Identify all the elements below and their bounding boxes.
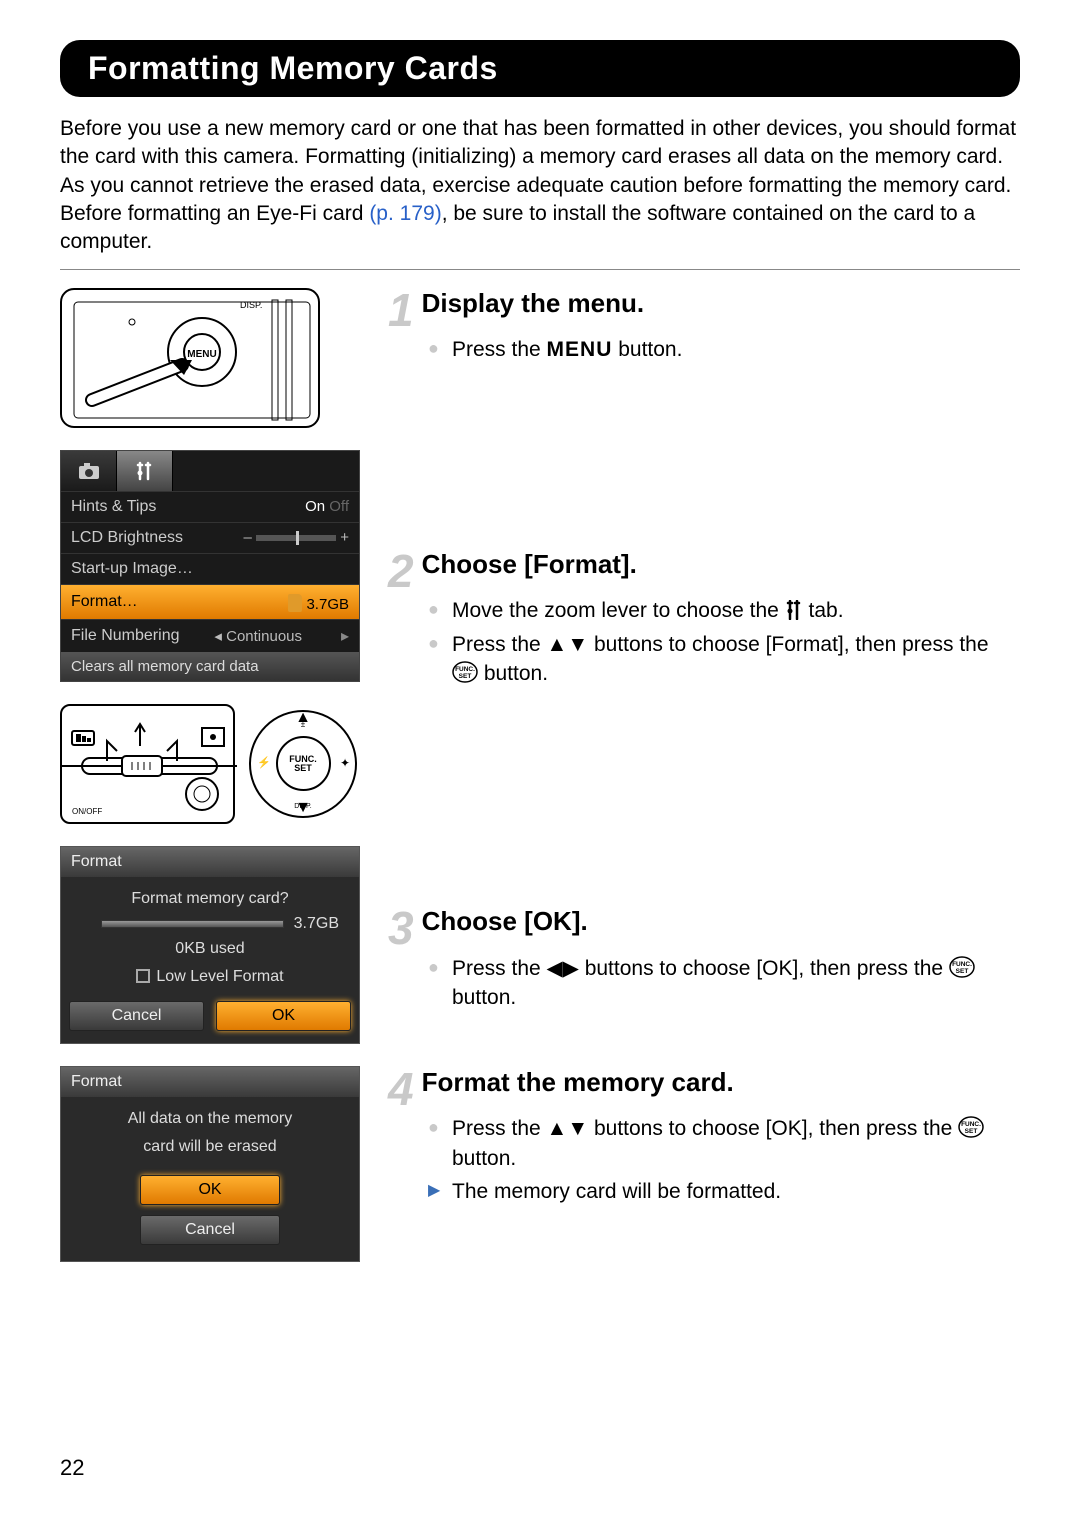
func-set-button-icon: FUNC.SET	[276, 736, 331, 791]
control-wheel-illustration: ▲ FUNC.SET ▼ ⚡ ✦ ± DISP.	[249, 710, 357, 818]
svg-text:MENU: MENU	[187, 349, 216, 360]
tools-tab-icon	[785, 600, 803, 620]
svg-text:FUNC.: FUNC.	[952, 961, 972, 968]
intro-text-1: Before you use a new memory card or one …	[60, 117, 1016, 197]
disp-label: DISP.	[294, 803, 311, 810]
menu-tab-camera[interactable]	[61, 451, 117, 491]
svg-text:ON/OFF: ON/OFF	[72, 807, 102, 816]
bullet-item: Press the MENU button.	[428, 335, 1020, 364]
svg-text:SET: SET	[459, 673, 472, 680]
step-title: Display the menu.	[422, 288, 645, 319]
step-1-bullets: Press the MENU button.	[428, 335, 1020, 364]
menu-row-hints[interactable]: Hints & Tips On Off	[61, 491, 359, 522]
menu-label: File Numbering	[71, 627, 179, 645]
step-2-header: 2 Choose [Format].	[388, 549, 1020, 588]
page-title: Formatting Memory Cards	[88, 50, 992, 87]
dialog-used: 0KB used	[61, 935, 359, 963]
menu-label: Format…	[71, 593, 138, 611]
exposure-icon: ±	[301, 720, 305, 729]
up-down-icon: ▲▼	[547, 633, 589, 656]
left-right-icon: ◀▶	[547, 957, 579, 980]
dialog-size-bar: 3.7GB	[61, 913, 359, 935]
menu-value: 3.7GB	[288, 591, 349, 613]
content-columns: MENU DISP.	[60, 288, 1020, 1262]
dialog-warn-1: All data on the memory	[61, 1105, 359, 1133]
func-set-icon: FUNC.SET	[452, 661, 478, 683]
cancel-button[interactable]: Cancel	[140, 1215, 280, 1245]
menu-value: ◂ Continuous	[214, 627, 302, 645]
menu-label: Start-up Image…	[71, 560, 193, 578]
svg-text:SET: SET	[956, 968, 969, 975]
bullet-item: Move the zoom lever to choose the tab.	[428, 596, 1020, 625]
format-dialog-1: Format Format memory card? 3.7GB 0KB use…	[60, 846, 360, 1044]
step-number: 1	[388, 291, 414, 330]
format-dialog-2: Format All data on the memory card will …	[60, 1066, 360, 1262]
bullet-item: Press the ▲▼ buttons to choose [OK], the…	[428, 1114, 1020, 1173]
dialog-warn-2: card will be erased	[61, 1133, 359, 1161]
intro-text-2a: Before formatting an Eye-Fi card	[60, 202, 369, 225]
dialog-size-value: 3.7GB	[294, 915, 339, 933]
menu-label: Hints & Tips	[71, 498, 156, 516]
svg-text:SET: SET	[965, 1128, 978, 1135]
menu-row-startup[interactable]: Start-up Image…	[61, 553, 359, 584]
camera-top-illustration: ON/OFF	[60, 704, 235, 824]
sd-card-icon	[288, 594, 302, 612]
up-down-icon: ▲▼	[547, 1117, 589, 1140]
step-title: Format the memory card.	[422, 1067, 734, 1098]
step-3-header: 3 Choose [OK].	[388, 906, 1020, 945]
step-4-bullets: Press the ▲▼ buttons to choose [OK], the…	[428, 1114, 1020, 1206]
result-item: The memory card will be formatted.	[428, 1177, 1020, 1206]
menu-row-brightness[interactable]: LCD Brightness – +	[61, 522, 359, 553]
func-set-icon: FUNC.SET	[949, 956, 975, 978]
flash-icon: ⚡	[257, 756, 271, 769]
bullet-item: Press the ▲▼ buttons to choose [Format],…	[428, 630, 1020, 689]
step-2-bullets: Move the zoom lever to choose the tab. P…	[428, 596, 1020, 688]
step-number: 4	[388, 1070, 414, 1109]
menu-rows: Hints & Tips On Off LCD Brightness – + S…	[61, 491, 359, 652]
menu-row-filenum[interactable]: File Numbering ◂ Continuous ▸	[61, 619, 359, 652]
bullet-item: Press the ◀▶ buttons to choose [OK], the…	[428, 954, 1020, 1013]
menu-value: – +	[244, 529, 349, 546]
camera-menu-screenshot: Hints & Tips On Off LCD Brightness – + S…	[60, 450, 360, 682]
svg-text:DISP.: DISP.	[240, 300, 262, 310]
flash-right-icon: ✦	[340, 756, 350, 770]
menu-row-format[interactable]: Format… 3.7GB	[61, 584, 359, 619]
menu-tabs	[61, 451, 359, 491]
page-title-bar: Formatting Memory Cards	[60, 40, 1020, 97]
step-3-bullets: Press the ◀▶ buttons to choose [OK], the…	[428, 954, 1020, 1013]
dialog-lowlevel[interactable]: Low Level Format	[61, 963, 359, 991]
step-number: 2	[388, 552, 414, 591]
step-1-header: 1 Display the menu.	[388, 288, 1020, 327]
menu-button-text: MENU	[547, 338, 613, 361]
ok-button[interactable]: OK	[140, 1175, 280, 1205]
camera-back-illustration: MENU DISP.	[60, 288, 320, 428]
page-ref-link[interactable]: (p. 179)	[369, 202, 441, 225]
menu-label: LCD Brightness	[71, 529, 183, 547]
dialog-header: Format	[61, 847, 359, 877]
step-title: Choose [OK].	[422, 906, 588, 937]
dialog-question: Format memory card?	[61, 885, 359, 913]
navigation-illustration: ON/OFF ▲ FUNC.SET ▼ ⚡ ✦ ± DISP.	[60, 704, 360, 824]
menu-value: On Off	[305, 498, 349, 515]
illustration-column: MENU DISP.	[60, 288, 360, 1262]
menu-tab-spacer	[173, 451, 359, 491]
checkbox-icon	[136, 969, 150, 983]
step-number: 3	[388, 909, 414, 948]
section-divider	[60, 269, 1020, 270]
ok-button[interactable]: OK	[216, 1001, 351, 1031]
intro-paragraph: Before you use a new memory card or one …	[60, 115, 1020, 257]
dialog-header: Format	[61, 1067, 359, 1097]
menu-tab-tools[interactable]	[117, 451, 173, 491]
step-title: Choose [Format].	[422, 549, 637, 580]
page-number: 22	[60, 1455, 84, 1481]
func-set-icon: FUNC.SET	[958, 1116, 984, 1138]
steps-column: 1 Display the menu. Press the MENU butto…	[388, 288, 1020, 1262]
svg-text:FUNC.: FUNC.	[455, 666, 475, 673]
menu-hint-bar: Clears all memory card data	[61, 652, 359, 681]
cancel-button[interactable]: Cancel	[69, 1001, 204, 1031]
svg-text:FUNC.: FUNC.	[961, 1121, 981, 1128]
step-4-header: 4 Format the memory card.	[388, 1067, 1020, 1106]
